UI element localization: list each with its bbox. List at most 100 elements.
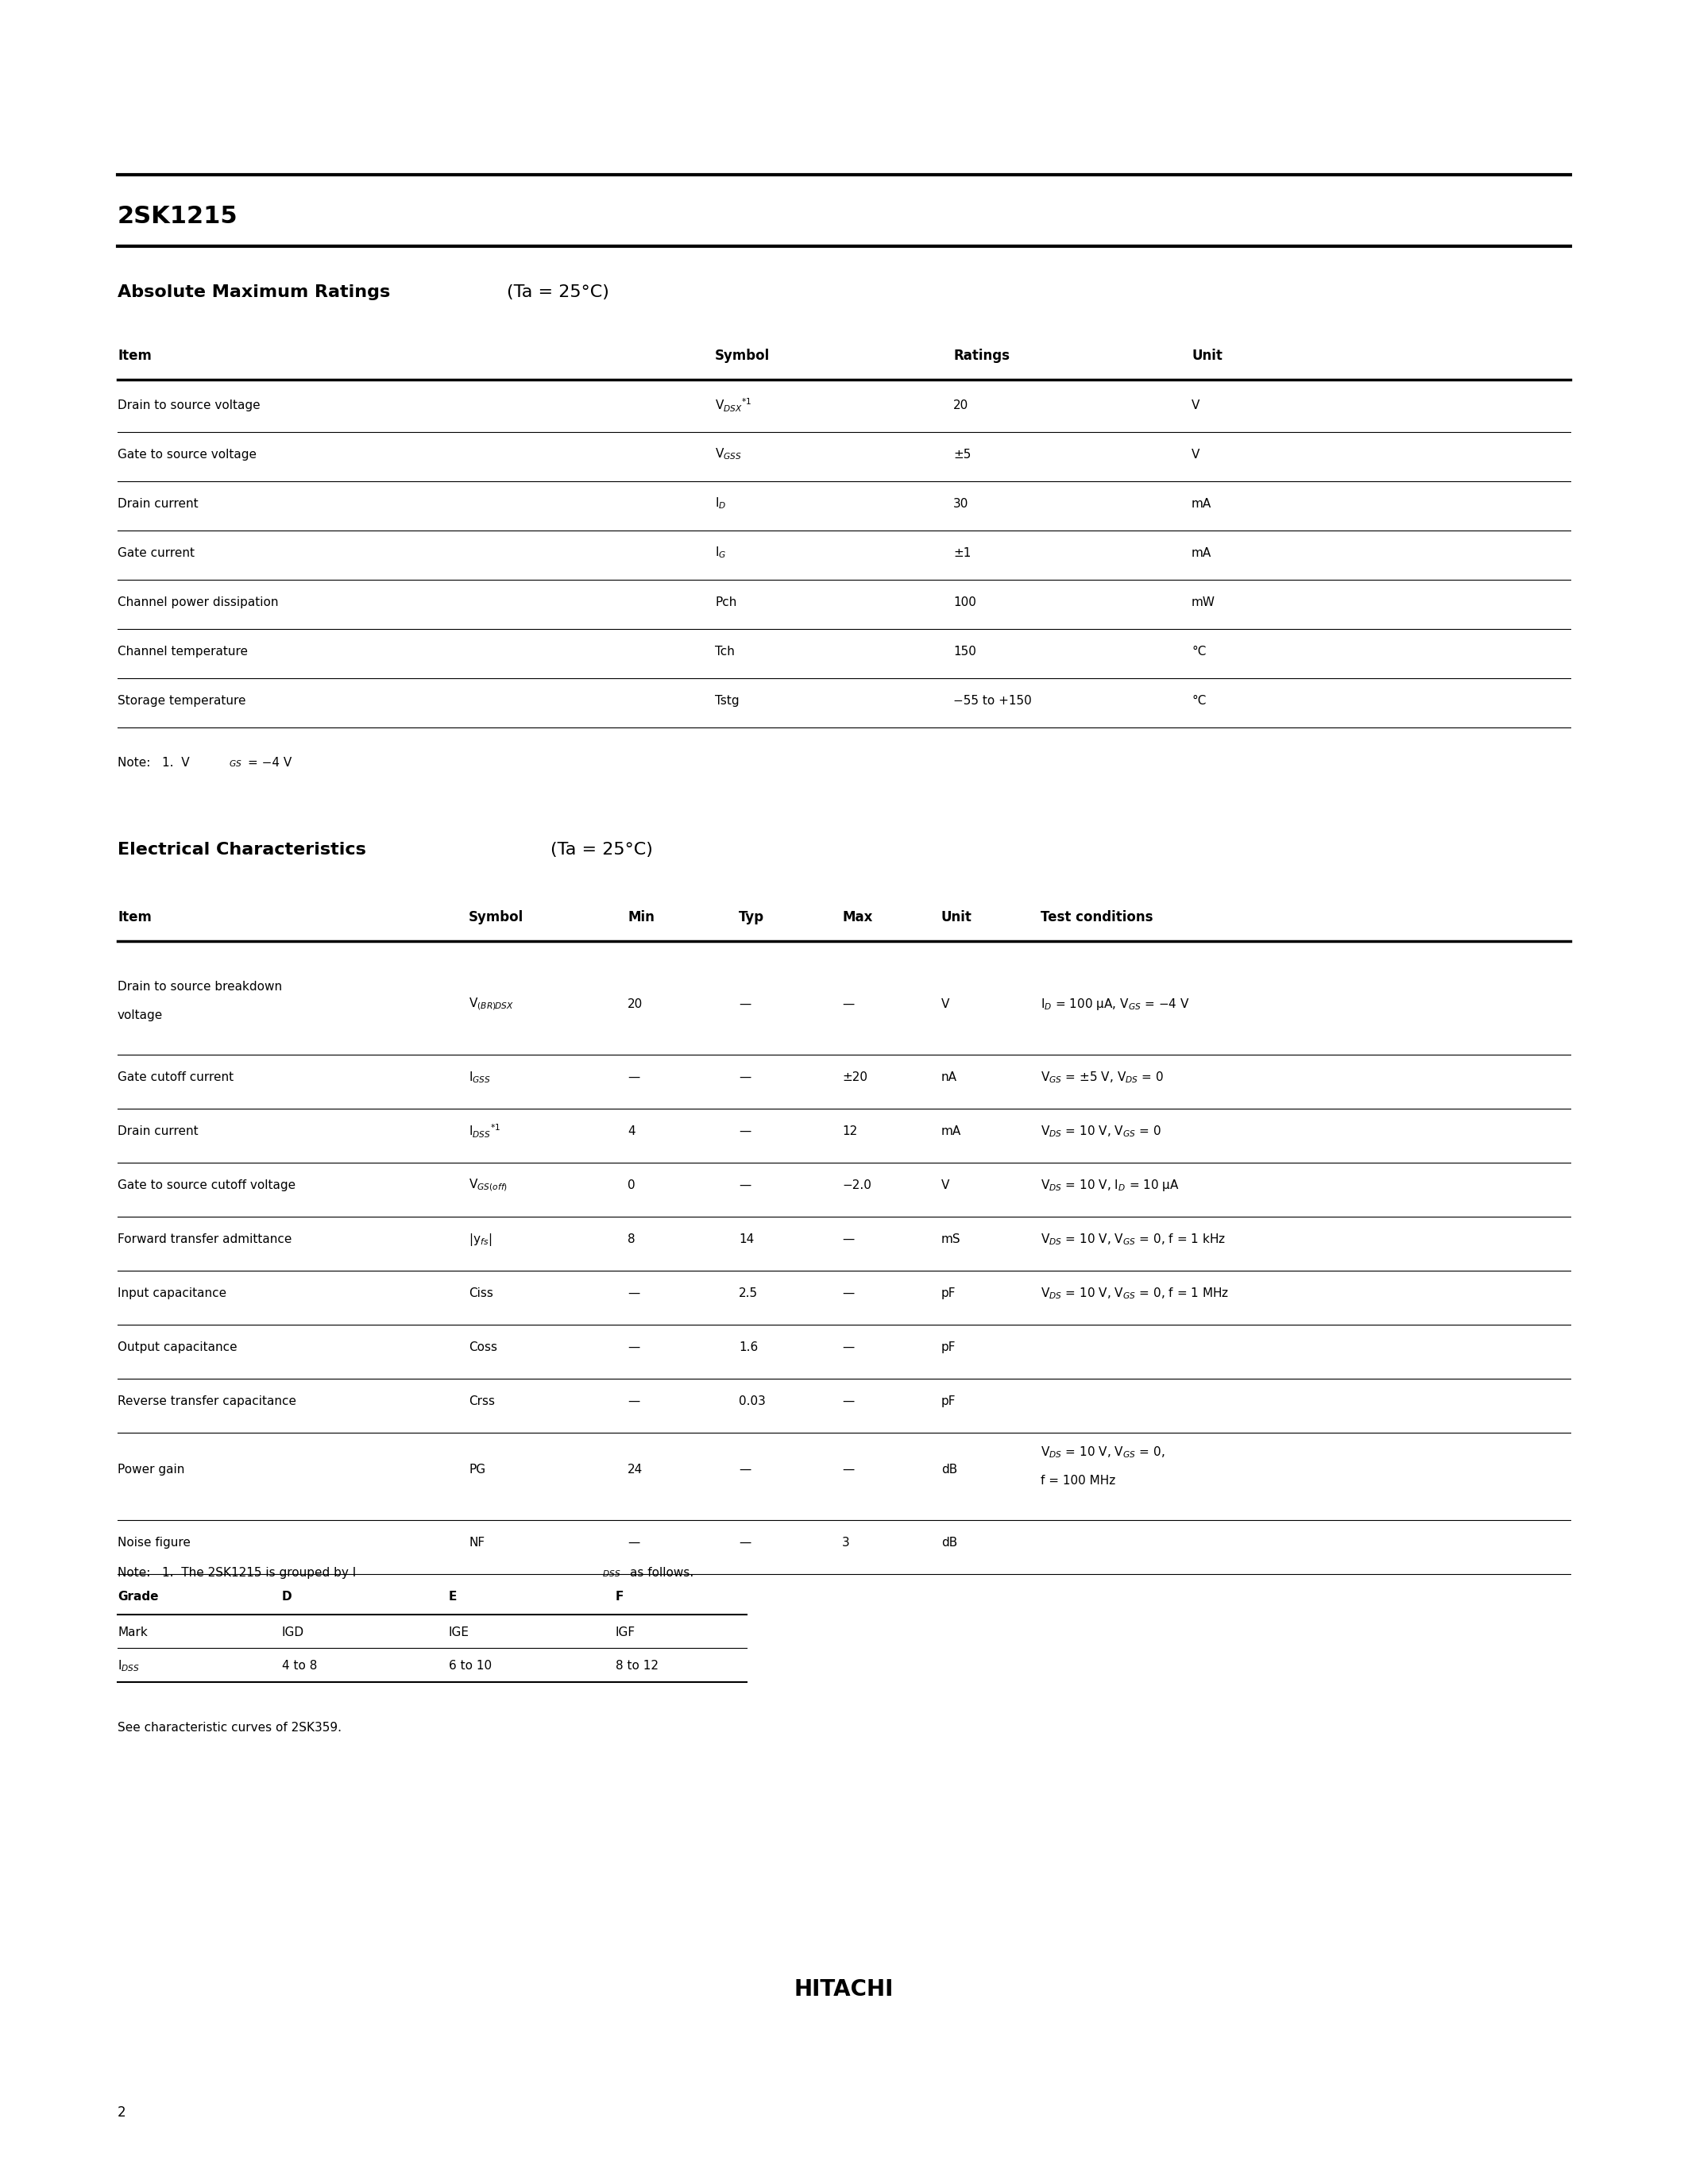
Text: 24: 24 (628, 1463, 643, 1476)
Text: dB: dB (942, 1538, 957, 1548)
Text: pF: pF (942, 1286, 955, 1299)
Text: Power gain: Power gain (118, 1463, 184, 1476)
Text: Storage temperature: Storage temperature (118, 695, 246, 705)
Text: ±20: ±20 (842, 1072, 868, 1083)
Text: (Ta = 25°C): (Ta = 25°C) (550, 841, 653, 858)
Text: ±5: ±5 (954, 448, 971, 461)
Text: (Ta = 25°C): (Ta = 25°C) (506, 284, 609, 299)
Text: V$_{GS}$ = ±5 V, V$_{DS}$ = 0: V$_{GS}$ = ±5 V, V$_{DS}$ = 0 (1040, 1070, 1163, 1085)
Text: $_{GS}$: $_{GS}$ (230, 756, 241, 769)
Text: Item: Item (118, 911, 152, 924)
Text: I$_{G}$: I$_{G}$ (716, 546, 726, 559)
Text: mW: mW (1192, 596, 1215, 607)
Text: I$_{D}$ = 100 μA, V$_{GS}$ = −4 V: I$_{D}$ = 100 μA, V$_{GS}$ = −4 V (1040, 996, 1190, 1011)
Text: 2: 2 (118, 2105, 127, 2121)
Text: V: V (1192, 400, 1200, 411)
Text: °C: °C (1192, 644, 1207, 657)
Text: mA: mA (1192, 546, 1212, 559)
Text: —: — (842, 1286, 854, 1299)
Text: pF: pF (942, 1396, 955, 1406)
Text: —: — (628, 1286, 640, 1299)
Text: dB: dB (942, 1463, 957, 1476)
Text: ±1: ±1 (954, 546, 971, 559)
Text: Coss: Coss (469, 1341, 498, 1354)
Text: I$_{D}$: I$_{D}$ (716, 496, 726, 511)
Text: f = 100 MHz: f = 100 MHz (1040, 1474, 1116, 1487)
Text: 8: 8 (628, 1234, 635, 1245)
Text: Note:   1.  The 2SK1215 is grouped by I: Note: 1. The 2SK1215 is grouped by I (118, 1566, 356, 1579)
Text: nA: nA (942, 1072, 957, 1083)
Text: I$_{GSS}$: I$_{GSS}$ (469, 1070, 491, 1085)
Text: 20: 20 (954, 400, 969, 411)
Text: Test conditions: Test conditions (1040, 911, 1153, 924)
Text: Gate to source cutoff voltage: Gate to source cutoff voltage (118, 1179, 295, 1190)
Text: 4: 4 (628, 1125, 635, 1138)
Text: Unit: Unit (942, 911, 972, 924)
Text: 4 to 8: 4 to 8 (282, 1660, 317, 1673)
Text: V$_{DSX}$$^{*1}$: V$_{DSX}$$^{*1}$ (716, 397, 751, 413)
Text: —: — (739, 1179, 751, 1190)
Text: V$_{GS(off)}$: V$_{GS(off)}$ (469, 1177, 508, 1192)
Text: I$_{DSS}$: I$_{DSS}$ (118, 1660, 140, 1673)
Text: —: — (628, 1341, 640, 1354)
Text: Input capacitance: Input capacitance (118, 1286, 226, 1299)
Text: —: — (739, 1463, 751, 1476)
Text: Note:   1.  V: Note: 1. V (118, 756, 189, 769)
Text: —: — (739, 998, 751, 1009)
Text: HITACHI: HITACHI (795, 1979, 895, 2001)
Text: Symbol: Symbol (716, 349, 770, 363)
Text: Absolute Maximum Ratings: Absolute Maximum Ratings (118, 284, 390, 299)
Text: 100: 100 (954, 596, 976, 607)
Text: Unit: Unit (1192, 349, 1222, 363)
Text: Pch: Pch (716, 596, 736, 607)
Text: —: — (842, 1234, 854, 1245)
Text: Drain current: Drain current (118, 1125, 197, 1138)
Text: 0: 0 (628, 1179, 635, 1190)
Text: Electrical Characteristics: Electrical Characteristics (118, 841, 366, 858)
Text: Max: Max (842, 911, 873, 924)
Text: 8 to 12: 8 to 12 (616, 1660, 658, 1673)
Text: |y$_{fs}$|: |y$_{fs}$| (469, 1232, 491, 1247)
Text: mA: mA (1192, 498, 1212, 509)
Text: F: F (616, 1590, 625, 1603)
Text: Grade: Grade (118, 1590, 159, 1603)
Text: as follows.: as follows. (630, 1566, 694, 1579)
Text: 20: 20 (628, 998, 643, 1009)
Text: mA: mA (942, 1125, 962, 1138)
Text: V$_{DS}$ = 10 V, V$_{GS}$ = 0, f = 1 MHz: V$_{DS}$ = 10 V, V$_{GS}$ = 0, f = 1 MHz (1040, 1286, 1229, 1302)
Text: Noise figure: Noise figure (118, 1538, 191, 1548)
Text: Tstg: Tstg (716, 695, 739, 705)
Text: —: — (842, 1396, 854, 1406)
Text: D: D (282, 1590, 292, 1603)
Text: 12: 12 (842, 1125, 858, 1138)
Text: —: — (739, 1538, 751, 1548)
Text: Channel temperature: Channel temperature (118, 644, 248, 657)
Text: Min: Min (628, 911, 655, 924)
Text: 14: 14 (739, 1234, 755, 1245)
Text: Gate cutoff current: Gate cutoff current (118, 1072, 233, 1083)
Text: Symbol: Symbol (469, 911, 523, 924)
Text: I$_{DSS}$$^{*1}$: I$_{DSS}$$^{*1}$ (469, 1123, 501, 1140)
Text: mS: mS (942, 1234, 960, 1245)
Text: NF: NF (469, 1538, 484, 1548)
Text: Output capacitance: Output capacitance (118, 1341, 238, 1354)
Text: V$_{DS}$ = 10 V, V$_{GS}$ = 0: V$_{DS}$ = 10 V, V$_{GS}$ = 0 (1040, 1125, 1161, 1138)
Text: —: — (842, 998, 854, 1009)
Text: 1.6: 1.6 (739, 1341, 758, 1354)
Text: V$_{DS}$ = 10 V, V$_{GS}$ = 0, f = 1 kHz: V$_{DS}$ = 10 V, V$_{GS}$ = 0, f = 1 kHz (1040, 1232, 1225, 1247)
Text: IGE: IGE (449, 1627, 469, 1638)
Text: V: V (1192, 448, 1200, 461)
Text: Gate current: Gate current (118, 546, 194, 559)
Text: V$_{(BR)DSX}$: V$_{(BR)DSX}$ (469, 996, 515, 1011)
Text: −55 to +150: −55 to +150 (954, 695, 1031, 705)
Text: V$_{DS}$ = 10 V, I$_{D}$ = 10 μA: V$_{DS}$ = 10 V, I$_{D}$ = 10 μA (1040, 1177, 1180, 1192)
Text: Mark: Mark (118, 1627, 147, 1638)
Text: 0.03: 0.03 (739, 1396, 766, 1406)
Text: —: — (628, 1538, 640, 1548)
Text: Item: Item (118, 349, 152, 363)
Text: —: — (739, 1072, 751, 1083)
Text: 2.5: 2.5 (739, 1286, 758, 1299)
Text: IGD: IGD (282, 1627, 304, 1638)
Text: V: V (942, 998, 950, 1009)
Text: Reverse transfer capacitance: Reverse transfer capacitance (118, 1396, 297, 1406)
